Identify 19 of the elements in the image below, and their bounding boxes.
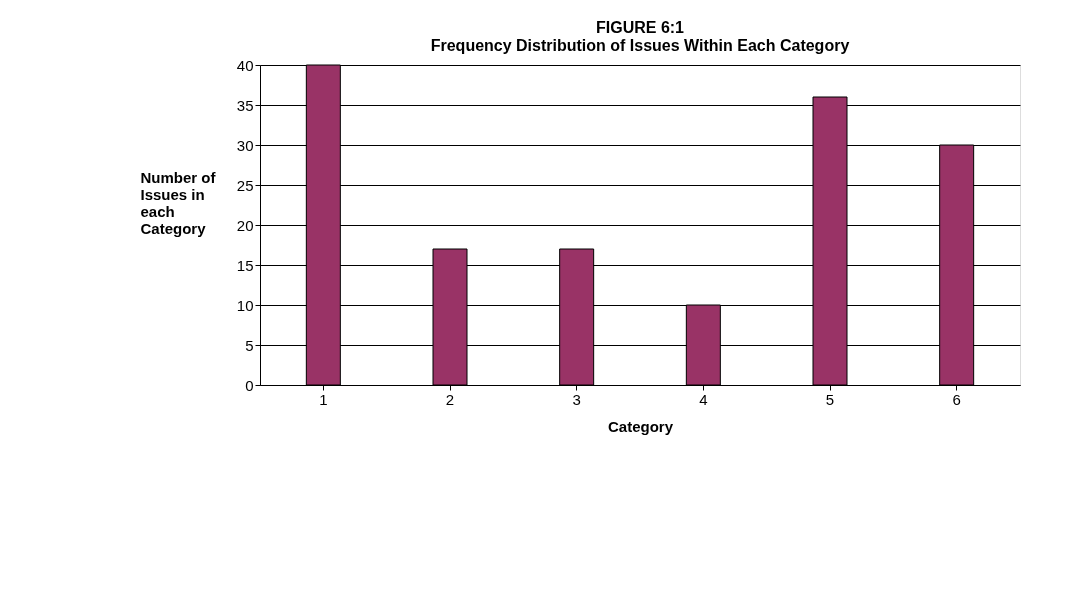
x-axis-title: Category bbox=[607, 417, 674, 435]
y-tick-label: 0 bbox=[245, 376, 254, 394]
x-tick-label: 3 bbox=[572, 390, 581, 408]
x-tick-label: 4 bbox=[699, 390, 708, 408]
x-tick-label: 5 bbox=[825, 390, 835, 408]
x-tick-label: 2 bbox=[445, 390, 455, 408]
x-tick-label: 6 bbox=[952, 390, 961, 408]
y-tick-label: 20 bbox=[236, 216, 254, 234]
y-tick-label: 40 bbox=[236, 56, 254, 74]
y-tick-label: 35 bbox=[236, 96, 254, 114]
text: Frequency Distribution of Issues Within Each Category bbox=[430, 37, 850, 54]
y-axis-title: Number of Issues in each Category bbox=[140, 168, 217, 237]
text: FIGURE 6:1 bbox=[595, 19, 685, 36]
y-tick-label: 30 bbox=[236, 136, 254, 154]
y-tick-label: 10 bbox=[236, 296, 254, 314]
y-tick-label: 25 bbox=[236, 176, 254, 194]
y-tick-label: 15 bbox=[236, 256, 254, 274]
x-tick-label: 1 bbox=[319, 390, 328, 408]
y-tick-label: 5 bbox=[245, 336, 254, 354]
